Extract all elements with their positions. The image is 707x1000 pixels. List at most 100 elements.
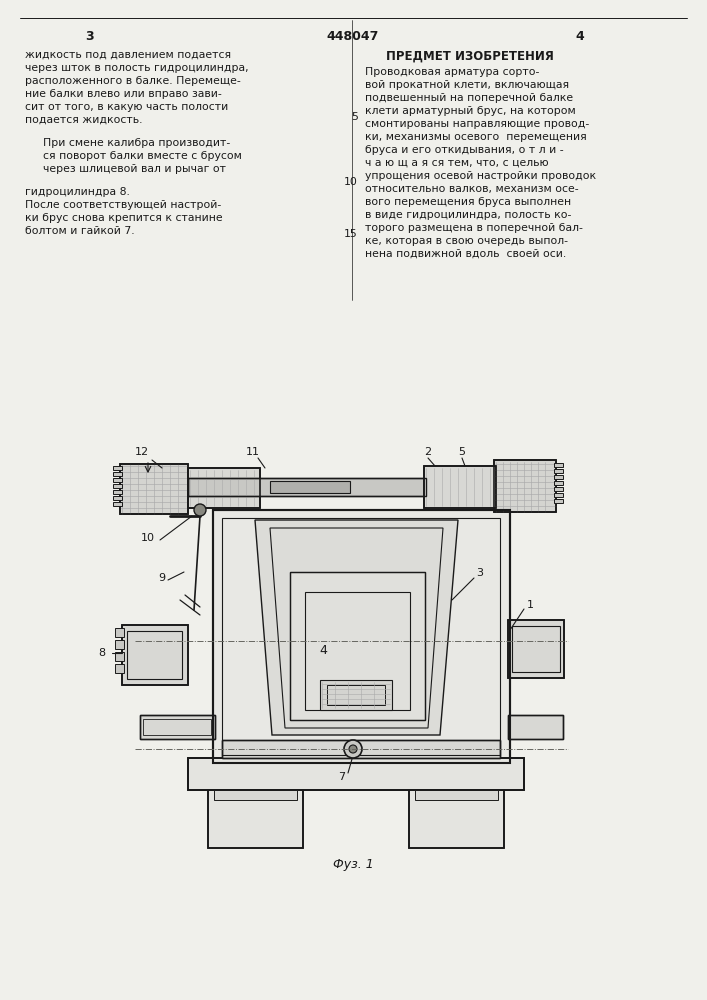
Bar (305, 592, 410, 710)
Polygon shape (255, 520, 458, 735)
Text: сит от того, в какую часть полости: сит от того, в какую часть полости (25, 102, 228, 112)
Bar (113, 478, 122, 482)
Bar (208, 790, 303, 848)
Text: 8: 8 (98, 648, 105, 658)
Text: смонтированы направляющие провод-: смонтированы направляющие провод- (365, 119, 589, 129)
Circle shape (349, 745, 357, 753)
Bar (113, 496, 122, 500)
Text: вого перемещения бруса выполнен: вого перемещения бруса выполнен (365, 197, 571, 207)
Text: Фуз. 1: Фуз. 1 (332, 858, 373, 871)
Bar (409, 790, 504, 848)
Bar (122, 625, 188, 685)
Text: бруса и его откидывания, о т л и -: бруса и его откидывания, о т л и - (365, 145, 563, 155)
Text: 10: 10 (141, 533, 155, 543)
Text: ки, механизмы осевого  перемещения: ки, механизмы осевого перемещения (365, 132, 587, 142)
Text: нена подвижной вдоль  своей оси.: нена подвижной вдоль своей оси. (365, 249, 566, 259)
Bar (554, 487, 563, 491)
Text: ч а ю щ а я ся тем, что, с целью: ч а ю щ а я ся тем, что, с целью (365, 158, 549, 168)
Text: ки брус снова крепится к станине: ки брус снова крепится к станине (25, 213, 223, 223)
Text: 10: 10 (344, 177, 358, 187)
Text: 4: 4 (575, 30, 585, 43)
Text: ся поворот балки вместе с брусом: ся поворот балки вместе с брусом (43, 151, 242, 161)
Text: ние балки влево или вправо зави-: ние балки влево или вправо зави- (25, 89, 222, 99)
Text: болтом и гайкой 7.: болтом и гайкой 7. (25, 226, 134, 236)
Bar (554, 475, 563, 479)
Bar (214, 790, 297, 800)
Bar (188, 758, 524, 790)
Text: 5: 5 (351, 112, 358, 122)
Bar (115, 628, 124, 637)
Circle shape (194, 504, 206, 516)
Circle shape (344, 740, 362, 758)
Bar (424, 466, 496, 508)
Bar (127, 631, 182, 679)
Bar (508, 620, 564, 678)
Bar (188, 468, 260, 508)
Text: подается жидкость.: подается жидкость. (25, 115, 143, 125)
Bar (424, 466, 496, 508)
Text: 4: 4 (319, 644, 327, 656)
Text: гидроцилиндра 8.: гидроцилиндра 8. (25, 187, 130, 197)
Bar (415, 790, 498, 800)
Bar (188, 478, 426, 496)
Text: 15: 15 (344, 229, 358, 239)
Bar (494, 460, 556, 512)
Bar (113, 472, 122, 476)
Text: через шток в полость гидроцилиндра,: через шток в полость гидроцилиндра, (25, 63, 249, 73)
Bar (188, 468, 260, 508)
Text: При смене калибра производит-: При смене калибра производит- (43, 138, 230, 148)
Bar (115, 664, 124, 673)
Bar (222, 740, 500, 758)
Bar (222, 740, 500, 758)
Text: 3: 3 (477, 568, 484, 578)
Text: После соответствующей настрой-: После соответствующей настрой- (25, 200, 221, 210)
Text: 9: 9 (158, 573, 165, 583)
Text: 11: 11 (246, 447, 260, 457)
Bar (213, 510, 510, 763)
Bar (213, 510, 510, 763)
Text: 1: 1 (527, 600, 534, 610)
Text: 7: 7 (339, 772, 346, 782)
Bar (113, 502, 122, 506)
Text: 3: 3 (86, 30, 94, 43)
Text: ПРЕДМЕТ ИЗОБРЕТЕНИЯ: ПРЕДМЕТ ИЗОБРЕТЕНИЯ (386, 50, 554, 63)
Bar (508, 620, 564, 678)
Bar (140, 715, 215, 739)
Bar (320, 680, 392, 710)
Bar (554, 469, 563, 473)
Text: расположенного в балке. Перемеще-: расположенного в балке. Перемеще- (25, 76, 241, 86)
Bar (508, 715, 563, 739)
Text: через шлицевой вал и рычаг от: через шлицевой вал и рычаг от (43, 164, 226, 174)
Bar (222, 518, 500, 755)
Bar (115, 640, 124, 649)
Bar (120, 464, 188, 514)
Bar (143, 719, 211, 735)
Bar (554, 499, 563, 503)
Bar (327, 685, 385, 705)
Text: относительно валков, механизм осе-: относительно валков, механизм осе- (365, 184, 578, 194)
Bar (188, 478, 426, 496)
Bar (113, 490, 122, 494)
Bar (554, 463, 563, 467)
Bar (554, 493, 563, 497)
Text: упрощения осевой настройки проводок: упрощения осевой настройки проводок (365, 171, 596, 181)
Bar (512, 626, 560, 672)
Bar (270, 481, 350, 493)
Text: 5: 5 (459, 447, 465, 457)
Bar (494, 460, 556, 512)
Bar (208, 790, 303, 848)
Text: подвешенный на поперечной балке: подвешенный на поперечной балке (365, 93, 573, 103)
Bar (290, 572, 425, 720)
Bar (290, 572, 425, 720)
Text: клети арматурный брус, на котором: клети арматурный брус, на котором (365, 106, 575, 116)
Text: торого размещена в поперечной бал-: торого размещена в поперечной бал- (365, 223, 583, 233)
Bar (554, 481, 563, 485)
Text: 448047: 448047 (327, 30, 379, 43)
Text: жидкость под давлением подается: жидкость под давлением подается (25, 50, 231, 60)
Bar (120, 464, 188, 514)
Bar (140, 715, 215, 739)
Bar (113, 466, 122, 470)
Bar (122, 625, 188, 685)
Text: в виде гидроцилиндра, полость ко-: в виде гидроцилиндра, полость ко- (365, 210, 571, 220)
Text: ке, которая в свою очередь выпол-: ке, которая в свою очередь выпол- (365, 236, 568, 246)
